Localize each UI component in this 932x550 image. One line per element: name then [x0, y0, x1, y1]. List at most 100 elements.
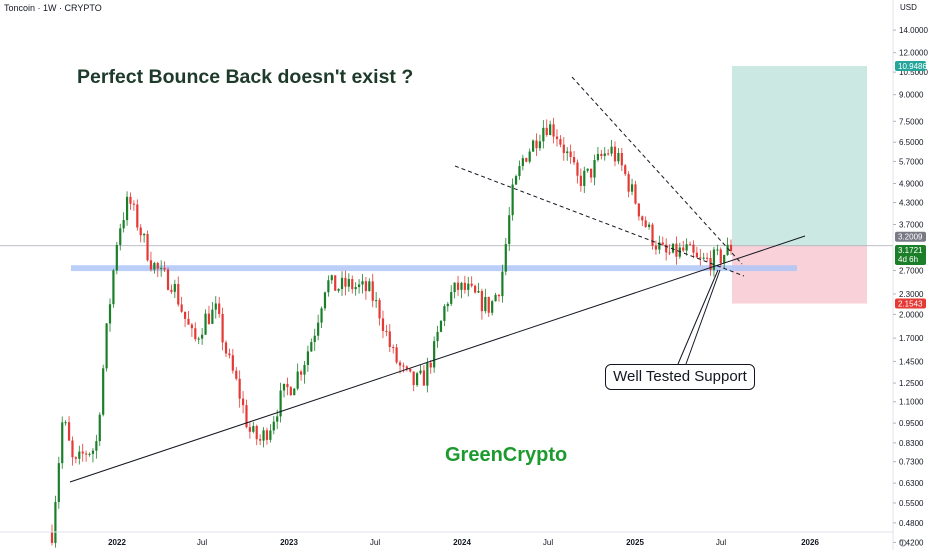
candle-body [54, 502, 57, 543]
time-tick-label: 2026 [801, 538, 819, 547]
candle-body [57, 463, 60, 503]
candle-body [327, 280, 330, 293]
candle-body [682, 247, 685, 251]
candle-body [214, 303, 217, 310]
candle-body [535, 140, 538, 149]
candle-body [235, 370, 238, 379]
candle-body [405, 366, 408, 369]
stop-zone [732, 245, 867, 304]
candle-body [723, 255, 726, 264]
candle-body [177, 283, 180, 305]
candle-body [549, 124, 552, 136]
candle-body [265, 430, 269, 440]
candle-body [180, 304, 183, 312]
candle-body [630, 184, 634, 192]
price-tick-label: 2.3000 [899, 290, 924, 299]
price-tick-label: 9.0000 [899, 91, 924, 100]
candle-body [610, 146, 613, 154]
candle-body [340, 277, 344, 290]
candle-body [334, 275, 337, 291]
candle-body [511, 184, 514, 216]
price-tick-label: 0.4800 [899, 519, 924, 528]
candle-body [323, 292, 327, 309]
candle-body [716, 249, 719, 251]
candle-body [607, 153, 610, 155]
candle-body [255, 426, 258, 440]
candle-body [453, 282, 456, 293]
symbol-title: Toncoin · 1W · CRYPTO [4, 3, 102, 13]
candle-body [726, 244, 729, 256]
price-tick-label: 10.5000 [899, 68, 928, 77]
price-badge-label: 3.2009 [898, 233, 923, 242]
candle-body [402, 365, 405, 367]
candle-body [514, 176, 518, 185]
candle-body [279, 390, 282, 417]
candle-body [252, 426, 255, 432]
candle-body [187, 318, 190, 325]
price-tick-label: 1.4500 [899, 357, 924, 366]
candle-body [487, 296, 490, 313]
candle-body [61, 422, 64, 464]
candle-body [600, 153, 603, 157]
candle-body [282, 383, 286, 391]
candle-body [204, 313, 207, 335]
candle-body [344, 277, 347, 287]
price-badge [895, 245, 926, 266]
candle-body [456, 282, 460, 290]
candle-body [569, 151, 572, 157]
candle-body [463, 282, 466, 290]
candle-body [709, 257, 712, 270]
candle-body [67, 422, 71, 441]
candle-body [88, 453, 91, 455]
candle-body [136, 204, 139, 228]
price-tick-label: 0.6300 [899, 479, 924, 488]
candle-body [119, 228, 122, 245]
brand-label: GreenCrypto [445, 444, 568, 466]
candle-body [286, 383, 289, 388]
candle-body [166, 269, 170, 290]
candle-body [590, 168, 593, 178]
candle-body [293, 388, 296, 396]
candle-body [508, 215, 511, 245]
candle-body [538, 141, 542, 149]
price-tick-label: 2.0000 [899, 310, 924, 319]
candle-body [371, 281, 374, 301]
candle-body [388, 331, 391, 348]
candle-body [108, 304, 112, 324]
candle-body [658, 242, 661, 250]
candle-body [665, 244, 668, 253]
candle-body [579, 175, 582, 186]
candle-body [641, 216, 644, 221]
candle-body [112, 270, 115, 305]
candle-body [603, 153, 606, 157]
candle-body [596, 153, 600, 160]
candle-body [613, 146, 617, 162]
price-tick-label: 5.7000 [899, 157, 924, 166]
price-tick-label: 2.7000 [899, 267, 924, 276]
candle-body [218, 303, 221, 314]
candle-body [170, 289, 173, 292]
candle-body [719, 249, 722, 264]
candle-body [637, 203, 640, 217]
candle-body [429, 362, 432, 368]
target-zone [732, 66, 867, 246]
candle-body [310, 342, 313, 352]
price-tick-label: 4.9000 [899, 179, 924, 188]
candle-body [143, 234, 146, 236]
candle-body [149, 260, 153, 270]
candle-body [259, 439, 262, 441]
candle-body [354, 287, 357, 290]
candle-body [644, 220, 647, 227]
candle-body [419, 370, 422, 374]
candle-body [392, 347, 395, 349]
candle-body [71, 440, 74, 458]
price-tick-label: 3.7000 [899, 221, 924, 230]
candle-body [491, 301, 494, 313]
candle-body [153, 262, 156, 270]
candle-body [221, 313, 224, 343]
candle-body [695, 252, 698, 258]
candle-body [231, 355, 234, 371]
candle-body [648, 224, 651, 227]
candle-body [211, 309, 214, 324]
